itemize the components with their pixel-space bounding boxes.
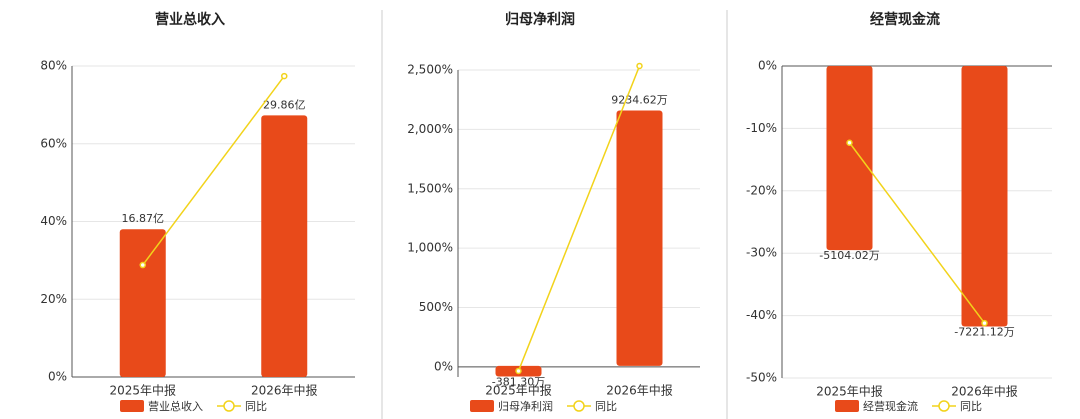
- value-label: 16.87亿: [122, 212, 165, 225]
- legend-swatch: [938, 400, 950, 412]
- bar: [826, 66, 873, 251]
- point: [515, 367, 522, 375]
- y-tick-label: 500%: [419, 300, 453, 314]
- y-tick-label: -10%: [746, 121, 777, 135]
- legend-label: 营业总收入: [148, 399, 203, 413]
- value-label: -5104.02万: [819, 249, 879, 262]
- x-tick-label: 2026年中报: [251, 383, 318, 398]
- y-tick-label: 20%: [40, 292, 67, 306]
- legend-swatch: [573, 400, 585, 412]
- legend-label: 同比: [960, 400, 982, 413]
- point: [981, 319, 988, 327]
- point: [139, 261, 146, 269]
- y-tick-label: 1,500%: [407, 181, 453, 195]
- bar: [961, 66, 1008, 327]
- point: [846, 139, 853, 147]
- legend-label: 同比: [595, 400, 617, 413]
- legend-label: 经营现金流: [863, 399, 918, 413]
- x-tick-label: 2025年中报: [109, 383, 176, 398]
- value-label: 29.86亿: [263, 98, 306, 111]
- legend-label: 同比: [245, 400, 267, 413]
- value-label: -381.30万: [492, 375, 545, 388]
- chart-title: 营业总收入: [155, 11, 225, 28]
- line: [848, 142, 986, 324]
- point: [281, 72, 288, 80]
- legend-swatch: [120, 400, 144, 412]
- value-label: 9234.62万: [611, 94, 668, 107]
- legend-swatch: [835, 400, 859, 412]
- y-tick-label: 2,000%: [407, 122, 453, 136]
- bar: [616, 110, 663, 366]
- y-tick-label: -50%: [746, 371, 777, 385]
- y-tick-label: 0%: [758, 59, 777, 73]
- y-tick-label: 60%: [40, 136, 67, 150]
- y-tick-label: -30%: [746, 246, 777, 260]
- y-tick-label: 40%: [40, 214, 67, 228]
- bar: [119, 229, 166, 377]
- y-tick-label: -40%: [746, 308, 777, 322]
- y-tick-label: 1,000%: [407, 241, 453, 255]
- x-tick-label: 2026年中报: [606, 383, 673, 398]
- point: [636, 62, 643, 70]
- x-tick-label: 2025年中报: [485, 383, 552, 398]
- legend-label: 归母净利润: [498, 399, 553, 413]
- legend-swatch: [470, 400, 494, 412]
- bar: [261, 115, 308, 377]
- value-label: -7221.12万: [954, 325, 1014, 338]
- y-tick-label: -20%: [746, 183, 777, 197]
- chart-title: 经营现金流: [870, 11, 940, 28]
- chart-title: 归母净利润: [505, 11, 575, 28]
- y-tick-label: 80%: [40, 59, 67, 73]
- line: [517, 65, 641, 372]
- legend-swatch: [223, 400, 235, 412]
- line: [142, 75, 285, 266]
- x-tick-label: 2025年中报: [816, 384, 883, 399]
- y-tick-label: 0%: [434, 359, 453, 373]
- x-tick-label: 2026年中报: [951, 384, 1018, 399]
- y-tick-label: 2,500%: [407, 63, 453, 77]
- y-tick-label: 0%: [48, 370, 67, 384]
